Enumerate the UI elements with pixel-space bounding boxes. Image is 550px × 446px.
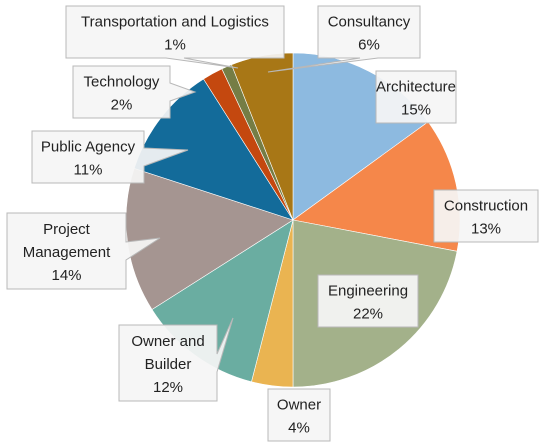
slice-category-label: Management (23, 244, 111, 261)
slice-value-label: 14% (51, 267, 81, 284)
callout-box (65, 5, 285, 69)
callout-box (6, 212, 161, 290)
slice-category-label: Consultancy (328, 14, 411, 31)
callout-engineering: Engineering 22% (317, 274, 419, 328)
callout-box (267, 388, 331, 442)
slice-value-label: 1% (164, 37, 186, 54)
slice-category-label: Construction (444, 198, 528, 215)
slice-category-label: Owner and (131, 333, 204, 350)
callout-box (317, 274, 419, 328)
slice-category-label: Builder (145, 356, 192, 373)
slice-value-label: 15% (401, 102, 431, 119)
callout-box (31, 130, 189, 184)
callout-consultancy: Consultancy 6% (267, 5, 421, 73)
callout-box (375, 70, 457, 124)
slice-value-label: 13% (471, 221, 501, 238)
slice-category-label: Transportation and Logistics (81, 14, 269, 31)
slice-value-label: 4% (288, 420, 310, 437)
callout-box (433, 189, 539, 243)
slice-category-label: Public Agency (41, 139, 136, 156)
slice-value-label: 22% (353, 306, 383, 323)
slice-value-label: 2% (111, 97, 133, 114)
callout-box (267, 5, 421, 73)
callout-owner-and-builder: Owner and Builder 12% (118, 317, 234, 402)
callout-transportation-and-logistics: Transportation and Logistics 1% (65, 5, 285, 69)
slice-category-label: Technology (84, 74, 160, 91)
callout-architecture: Architecture 15% (375, 70, 457, 124)
callout-box (118, 317, 234, 402)
pie-slice-construction (292, 121, 461, 252)
callout-public-agency: Public Agency 11% (31, 130, 189, 184)
slice-value-label: 6% (358, 37, 380, 54)
slice-category-label: Engineering (328, 283, 408, 300)
slice-labels: Architecture 15% Construction 13% Engineerin… (6, 5, 539, 442)
callout-technology: Technology 2% (72, 65, 197, 119)
slice-category-label: Project (43, 221, 91, 238)
slice-category-label: Owner (277, 397, 321, 414)
slice-category-label: Architecture (376, 79, 456, 96)
callout-owner: Owner 4% (267, 388, 331, 442)
callout-box (72, 65, 197, 119)
callout-construction: Construction 13% (433, 189, 539, 243)
slice-value-label: 11% (74, 162, 103, 179)
slice-value-label: 12% (153, 379, 183, 396)
callout-project-management: Project Management 14% (6, 212, 161, 290)
